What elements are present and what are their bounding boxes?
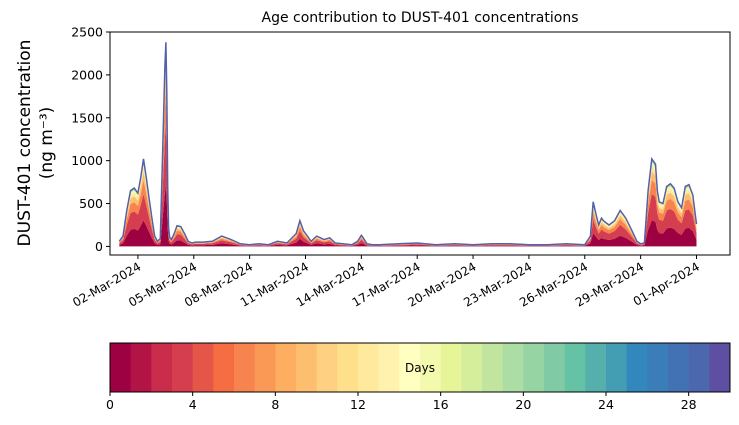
colorbar-bin	[234, 343, 256, 392]
colorbar-bin	[110, 343, 132, 392]
y-tick-label: 500	[79, 196, 103, 211]
total-concentration-line	[118, 42, 698, 246]
chart-title: Age contribution to DUST-401 concentrati…	[262, 10, 579, 26]
colorbar-bin	[172, 343, 194, 392]
colorbar-bin	[254, 343, 276, 392]
y-axis-label: DUST-401 concentration	[15, 40, 35, 247]
colorbar-tick-label: 16	[433, 397, 449, 412]
colorbar-bin	[275, 343, 297, 392]
colorbar-bin	[316, 343, 338, 392]
colorbar-bin	[626, 343, 648, 392]
colorbar	[110, 343, 731, 392]
colorbar-bin	[213, 343, 235, 392]
y-tick-label: 0	[95, 239, 103, 254]
y-tick-label: 1500	[71, 110, 103, 125]
colorbar-bin	[606, 343, 628, 392]
colorbar-tick-label: 20	[515, 397, 531, 412]
y-tick-label: 1000	[71, 153, 103, 168]
colorbar-bin	[378, 343, 400, 392]
colorbar-tick-label: 12	[350, 397, 366, 412]
colorbar-bin	[399, 343, 421, 392]
colorbar-ticks: 0 4 8 12 16 20 24 28	[106, 392, 697, 412]
colorbar-bin	[296, 343, 318, 392]
colorbar-bin	[358, 343, 380, 392]
age-band-area	[119, 46, 697, 245]
y-axis-unit-label: (ng m⁻³)	[37, 107, 57, 180]
colorbar-tick-label: 0	[106, 397, 114, 412]
colorbar-tick-label: 24	[598, 397, 614, 412]
colorbar-frame	[109, 342, 731, 393]
colorbar-bin	[440, 343, 462, 392]
age-band-area	[119, 70, 697, 246]
colorbar-bin	[544, 343, 566, 392]
colorbar-bin	[564, 343, 586, 392]
colorbar-bin	[668, 343, 690, 392]
colorbar-bin	[337, 343, 359, 392]
colorbar-tick-label: 8	[271, 397, 279, 412]
colorbar-bin	[482, 343, 504, 392]
colorbar-bin	[647, 343, 669, 392]
y-axis-ticks: 0 500 1000 1500 2000 2500	[71, 25, 110, 254]
y-tick-label: 2000	[71, 67, 103, 82]
colorbar-label: Days	[405, 361, 435, 375]
colorbar-bin	[420, 343, 442, 392]
colorbar-bin	[151, 343, 173, 392]
colorbar-bin	[130, 343, 152, 392]
colorbar-bin	[709, 343, 731, 392]
plot-frame	[109, 31, 731, 256]
y-tick-label: 2500	[71, 25, 103, 40]
x-axis-ticks: 02-Mar-202405-Mar-202408-Mar-202411-Mar-…	[70, 255, 702, 310]
colorbar-bin	[585, 343, 607, 392]
stacked-age-areas	[119, 42, 697, 247]
age-band-area	[119, 91, 697, 246]
age-band-area	[119, 50, 697, 245]
colorbar-bin	[523, 343, 545, 392]
colorbar-bin	[502, 343, 524, 392]
colorbar-tick-label: 4	[189, 397, 197, 412]
colorbar-bin	[461, 343, 483, 392]
colorbar-bin	[192, 343, 214, 392]
age-band-area	[119, 42, 697, 245]
age-band-area	[119, 58, 697, 245]
total-concentration-layer	[118, 42, 698, 246]
colorbar-tick-label: 28	[681, 397, 697, 412]
age-band-area	[119, 42, 697, 245]
age-band-area	[119, 185, 697, 247]
colorbar-bin	[688, 343, 710, 392]
